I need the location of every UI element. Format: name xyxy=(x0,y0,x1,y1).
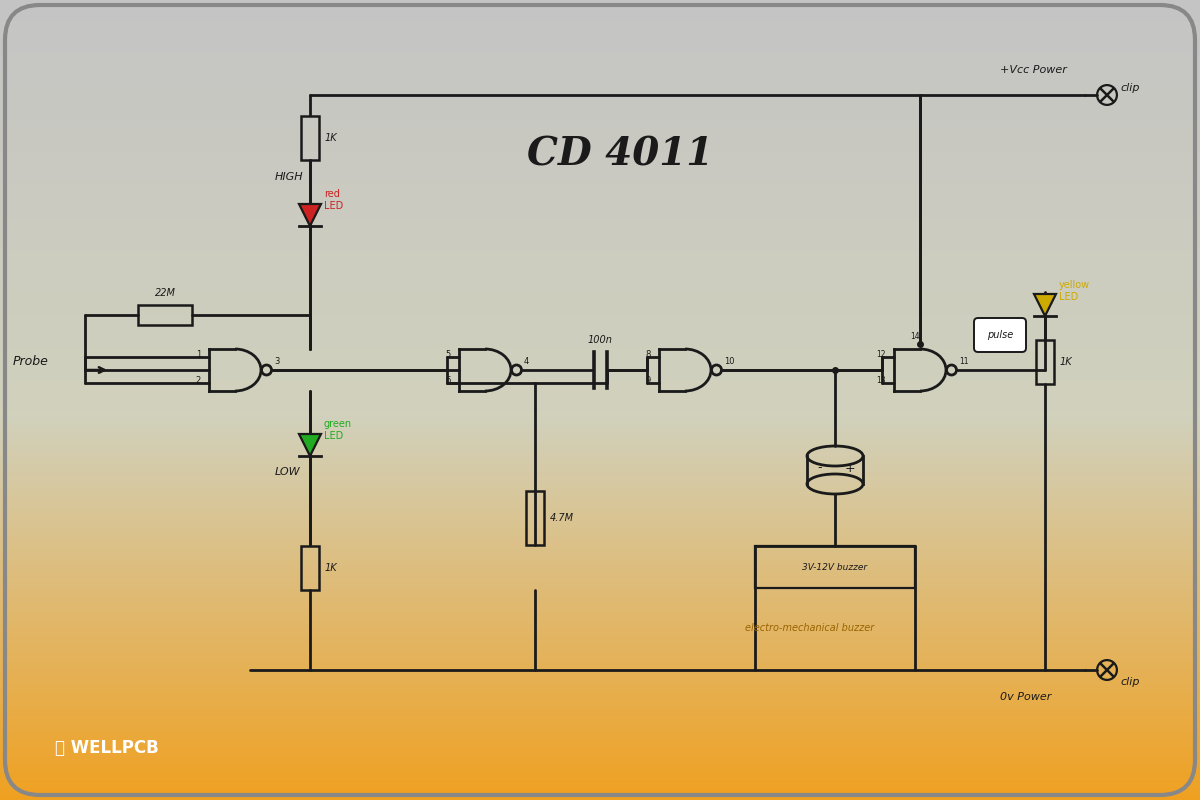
Text: 3: 3 xyxy=(274,357,280,366)
Text: 4.7M: 4.7M xyxy=(550,513,574,523)
Text: Probe: Probe xyxy=(13,355,49,368)
FancyBboxPatch shape xyxy=(974,318,1026,352)
Text: 9: 9 xyxy=(646,376,650,385)
Text: +Vcc Power: +Vcc Power xyxy=(1000,65,1067,75)
Bar xyxy=(526,491,544,545)
Bar xyxy=(138,305,192,325)
Text: clip: clip xyxy=(1120,677,1140,687)
Text: 22M: 22M xyxy=(155,288,175,298)
Text: Ⓦ WELLPCB: Ⓦ WELLPCB xyxy=(55,739,158,757)
Bar xyxy=(755,546,916,588)
Text: pulse: pulse xyxy=(986,330,1013,340)
Text: LOW: LOW xyxy=(275,467,301,477)
Polygon shape xyxy=(1034,294,1056,316)
Text: electro-mechanical buzzer: electro-mechanical buzzer xyxy=(745,623,875,633)
Bar xyxy=(301,116,319,160)
Text: +: + xyxy=(845,462,856,474)
Text: clip: clip xyxy=(1120,83,1140,93)
Text: 13: 13 xyxy=(876,376,886,385)
Text: CD 4011: CD 4011 xyxy=(527,136,713,174)
Polygon shape xyxy=(299,434,322,456)
Text: 11: 11 xyxy=(959,357,968,366)
Text: 6: 6 xyxy=(445,376,451,385)
Text: green
LED: green LED xyxy=(324,419,352,441)
Text: 4: 4 xyxy=(524,357,529,366)
Text: 10: 10 xyxy=(724,357,734,366)
Text: red
LED: red LED xyxy=(324,190,343,211)
Text: 1K: 1K xyxy=(325,133,337,143)
Text: 1: 1 xyxy=(196,350,200,359)
Text: 3V-12V buzzer: 3V-12V buzzer xyxy=(803,562,868,571)
Text: 0v Power: 0v Power xyxy=(1000,692,1051,702)
Text: 5: 5 xyxy=(445,350,451,359)
Text: 1K: 1K xyxy=(325,563,337,573)
Text: HIGH: HIGH xyxy=(275,172,304,182)
Text: 2: 2 xyxy=(196,376,200,385)
Text: 14: 14 xyxy=(910,332,919,341)
Bar xyxy=(301,546,319,590)
Text: 8: 8 xyxy=(646,350,650,359)
Text: 1K: 1K xyxy=(1060,357,1073,367)
Text: 12: 12 xyxy=(876,350,886,359)
Bar xyxy=(1036,340,1054,384)
Text: -: - xyxy=(817,462,822,474)
Polygon shape xyxy=(299,204,322,226)
Text: 100n: 100n xyxy=(588,335,612,345)
Text: yellow
LED: yellow LED xyxy=(1060,280,1090,302)
